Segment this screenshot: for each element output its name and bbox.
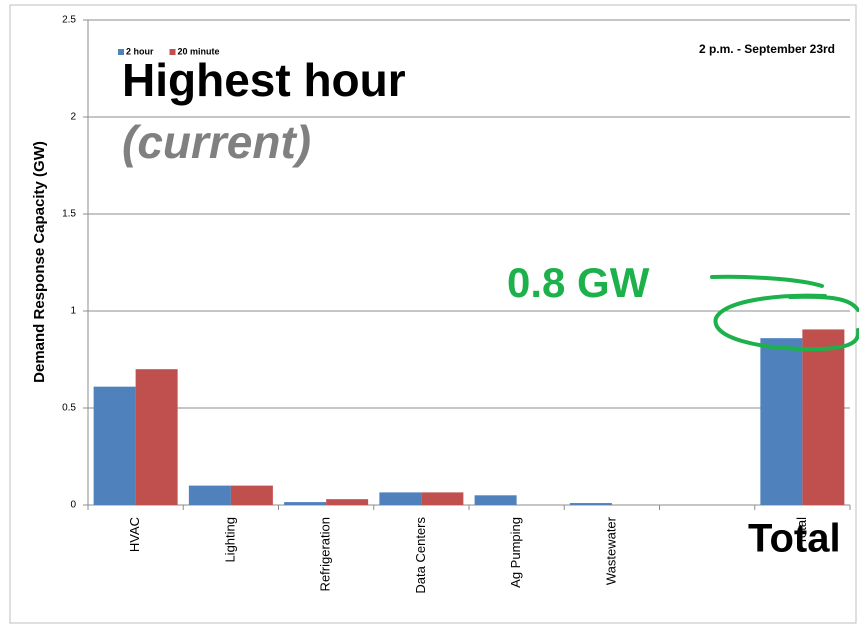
y-tick-label: 2 bbox=[70, 112, 76, 123]
bar bbox=[569, 503, 612, 505]
legend-label: 20 minute bbox=[178, 46, 220, 56]
legend-swatch bbox=[118, 49, 124, 55]
bar bbox=[188, 485, 231, 505]
x-tick-label: Data Centers bbox=[413, 517, 428, 594]
annotation-time: 2 p.m. - September 23rd bbox=[699, 42, 835, 56]
y-tick-label: 0 bbox=[70, 500, 76, 511]
legend-swatch bbox=[169, 49, 176, 55]
y-axis-label: Demand Response Capacity (GW) bbox=[31, 141, 48, 383]
bar bbox=[326, 499, 369, 505]
x-tick-label: Lighting bbox=[222, 517, 237, 563]
bar bbox=[421, 492, 464, 505]
bar bbox=[760, 338, 803, 505]
bar bbox=[135, 369, 178, 505]
x-tick-label: Total bbox=[794, 517, 809, 545]
y-tick-label: 2.5 bbox=[62, 15, 76, 26]
bar bbox=[474, 495, 517, 505]
bar bbox=[284, 502, 327, 505]
bar bbox=[93, 386, 136, 505]
x-tick-label: Ag Pumping bbox=[508, 517, 523, 588]
bar bbox=[230, 485, 273, 505]
y-tick-label: 1.5 bbox=[62, 209, 76, 220]
legend-label: 2 hour bbox=[126, 46, 154, 56]
annotation-subtitle: (current) bbox=[122, 116, 311, 168]
x-tick-label: HVAC bbox=[127, 517, 142, 552]
y-tick-label: 1 bbox=[70, 306, 76, 317]
x-tick-label: Wastewater bbox=[603, 516, 618, 585]
highlight-ellipse bbox=[713, 293, 859, 352]
chart-frame bbox=[9, 4, 857, 624]
annotation-value: 0.8 GW bbox=[507, 259, 650, 306]
x-tick-label: Refrigeration bbox=[318, 517, 333, 591]
bar bbox=[379, 492, 422, 505]
y-tick-label: 0.5 bbox=[62, 403, 76, 414]
highlight-stroke bbox=[710, 274, 824, 288]
annotation-total: Total bbox=[748, 517, 841, 561]
bar bbox=[802, 329, 845, 505]
annotation-title: Highest hour bbox=[122, 54, 406, 106]
